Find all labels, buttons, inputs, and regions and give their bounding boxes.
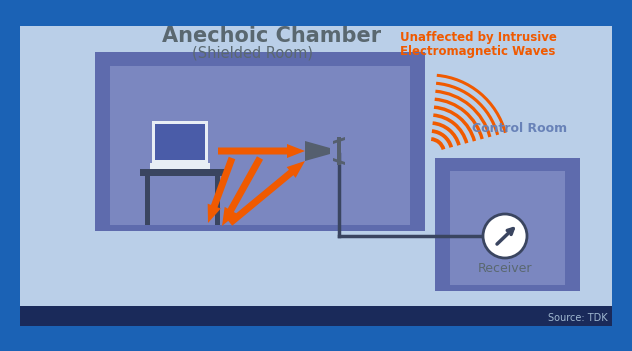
Bar xyxy=(155,124,205,160)
Bar xyxy=(435,171,450,291)
Text: Anechoic Chamber: Anechoic Chamber xyxy=(162,26,382,46)
Text: Receiver: Receiver xyxy=(478,261,532,274)
Circle shape xyxy=(483,214,527,258)
FancyArrow shape xyxy=(208,157,235,223)
Bar xyxy=(95,66,110,231)
Bar xyxy=(150,163,210,169)
Bar xyxy=(215,176,220,225)
Text: Source: TDK: Source: TDK xyxy=(549,313,608,323)
Bar xyxy=(152,121,208,163)
FancyArrow shape xyxy=(222,156,263,226)
Bar xyxy=(145,176,150,225)
Text: Control Room: Control Room xyxy=(473,122,568,135)
Bar xyxy=(410,66,425,231)
Polygon shape xyxy=(333,137,345,144)
Polygon shape xyxy=(333,158,345,165)
Text: Electromagnetic Waves: Electromagnetic Waves xyxy=(400,45,556,58)
Text: Unaffected by Intrusive: Unaffected by Intrusive xyxy=(399,31,556,44)
Bar xyxy=(140,169,225,176)
Bar xyxy=(450,171,565,285)
Polygon shape xyxy=(305,141,330,161)
Bar xyxy=(20,26,612,326)
FancyArrow shape xyxy=(218,144,305,158)
Polygon shape xyxy=(337,137,341,165)
Bar xyxy=(95,52,425,66)
FancyArrow shape xyxy=(228,161,305,226)
Text: (Shielded Room): (Shielded Room) xyxy=(191,46,312,60)
Bar xyxy=(435,158,580,171)
Bar xyxy=(565,171,580,291)
FancyArrow shape xyxy=(222,158,260,226)
Bar xyxy=(20,306,612,326)
Bar xyxy=(95,225,425,231)
Bar xyxy=(110,66,410,225)
Bar xyxy=(435,285,580,291)
